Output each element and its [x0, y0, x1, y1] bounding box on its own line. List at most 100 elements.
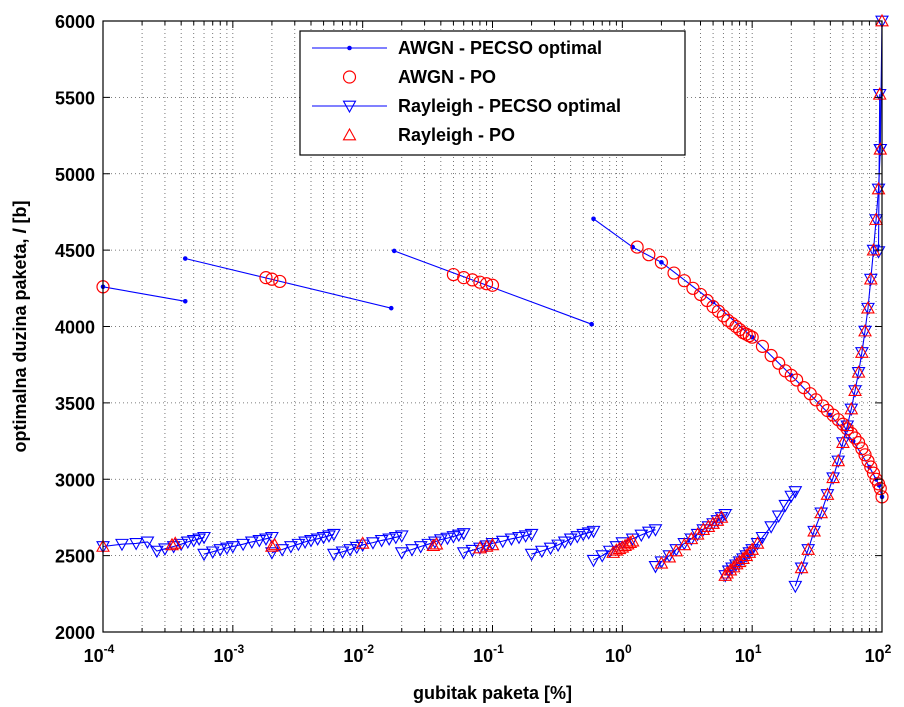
rayleigh-pecso-point: [788, 486, 803, 499]
awgn-po-point: [642, 248, 656, 262]
rayleigh-pecso-point: [543, 542, 558, 556]
rayleigh-pecso-point: [264, 531, 279, 545]
rayleigh-pecso-point: [236, 538, 251, 552]
awgn-po-point: [861, 454, 875, 468]
rayleigh-pecso-point: [149, 545, 164, 559]
rayleigh-pecso-point: [174, 538, 189, 552]
rayleigh-pecso-point: [866, 244, 881, 258]
rayleigh-pecso-point: [219, 542, 234, 556]
rayleigh-pecso-point: [534, 545, 549, 559]
awgn-pecso-line: [185, 257, 392, 309]
rayleigh-pecso-point: [440, 532, 455, 546]
rayleigh-po-point: [863, 272, 878, 285]
rayleigh-po-point: [820, 487, 835, 500]
awgn-po-point: [716, 309, 730, 323]
rayleigh-po-point: [848, 383, 862, 397]
rayleigh-pecso-point: [291, 538, 306, 552]
rayleigh-pecso-point: [750, 538, 765, 551]
rayleigh-pecso-point: [794, 562, 809, 575]
rayleigh-po-point: [854, 345, 869, 358]
rayleigh-po-point: [654, 556, 669, 569]
awgn-po-point: [485, 278, 500, 292]
y-axis-label-part: l: [10, 227, 30, 233]
rayleigh-po-point: [669, 543, 684, 557]
rayleigh-pecso-point: [512, 531, 526, 545]
rayleigh-pecso-point: [863, 273, 878, 287]
rayleigh-pecso-point: [456, 528, 471, 541]
rayleigh-pecso-point: [394, 530, 409, 543]
rayleigh-pecso-point: [820, 489, 835, 502]
rayleigh-po-point: [720, 566, 734, 579]
rayleigh-pecso-point: [366, 537, 380, 550]
rayleigh-pecso-line: [794, 20, 883, 587]
rayleigh-po-point: [794, 560, 809, 574]
rayleigh-pecso-point: [745, 544, 760, 557]
rayleigh-pecso-point: [736, 553, 750, 566]
rayleigh-po-point: [677, 537, 692, 551]
y-axis-label-part: [b]: [10, 200, 30, 228]
rayleigh-pecso-point: [343, 544, 358, 557]
awgn-pecso-point: [388, 305, 394, 311]
rayleigh-pecso-point: [252, 534, 267, 548]
rayleigh-pecso-point: [858, 325, 872, 339]
rayleigh-pecso-point: [197, 548, 211, 562]
rayleigh-pecso-point: [739, 550, 754, 563]
legend: AWGN - PECSO optimal AWGN - PO Rayleigh - …: [299, 30, 686, 156]
legend-label: Rayleigh - PO: [398, 125, 515, 145]
rayleigh-po-point: [623, 535, 638, 548]
awgn-pecso-point: [391, 248, 397, 254]
rayleigh-po-point: [869, 212, 883, 225]
rayleigh-pecso-point: [518, 530, 533, 543]
awgn-pecso-line: [102, 286, 186, 302]
rayleigh-po-point: [696, 522, 711, 536]
awgn-po-point: [816, 399, 830, 413]
legend-swatch-marker: [342, 100, 357, 114]
rayleigh-pecso-line: [877, 94, 881, 252]
awgn-po-point: [873, 481, 887, 496]
rayleigh-po-point: [858, 323, 872, 337]
y-tick-label: 3500: [55, 394, 95, 414]
rayleigh-pecso-point: [648, 524, 663, 537]
awgn-po-point: [667, 266, 681, 280]
legend-swatch-marker: [347, 45, 352, 51]
rayleigh-pecso-point: [524, 528, 539, 542]
rayleigh-po-point: [835, 435, 850, 448]
awgn-po-point: [755, 339, 770, 353]
rayleigh-pecso-point: [213, 544, 228, 557]
awgn-po-point: [855, 442, 869, 456]
rayleigh-pecso-point: [755, 531, 770, 545]
awgn-pecso-point: [182, 256, 188, 261]
x-tick-label: 102: [865, 642, 892, 666]
rayleigh-pecso-point: [382, 533, 397, 546]
awgn-po-point: [826, 408, 840, 422]
rayleigh-po-point: [826, 470, 841, 484]
y-tick-label: 5000: [55, 165, 95, 185]
rayleigh-pecso-point: [788, 580, 803, 594]
rayleigh-pecso-point: [861, 302, 875, 316]
rayleigh-po-point: [710, 513, 725, 526]
awgn-po-point: [764, 348, 778, 363]
rayleigh-pecso-point: [826, 472, 841, 485]
x-tick-label: 10-2: [343, 642, 374, 666]
y-tick-label: 2500: [55, 547, 95, 567]
awgn-po-point: [790, 373, 804, 387]
series-layer: [96, 13, 889, 594]
rayleigh-pecso-point: [326, 528, 341, 542]
rayleigh-po-point: [690, 527, 705, 540]
rayleigh-po-point: [264, 539, 279, 552]
rayleigh-pecso-point: [641, 526, 656, 540]
awgn-pecso-point: [659, 260, 664, 265]
rayleigh-pecso-point: [718, 509, 733, 522]
legend-label: AWGN - PO: [398, 67, 496, 87]
awgn-po-point: [864, 460, 878, 474]
rayleigh-pecso-point: [413, 541, 428, 554]
x-axis-label: gubitak paketa [%]: [413, 683, 572, 703]
rayleigh-pecso-point: [851, 366, 866, 380]
rayleigh-pecso-point: [595, 550, 610, 563]
rayleigh-pecso-point: [129, 538, 144, 551]
rayleigh-po-point: [840, 418, 855, 432]
y-tick-label: 6000: [55, 12, 95, 32]
rayleigh-pecso-point: [374, 534, 389, 548]
awgn-po-point: [866, 466, 881, 480]
